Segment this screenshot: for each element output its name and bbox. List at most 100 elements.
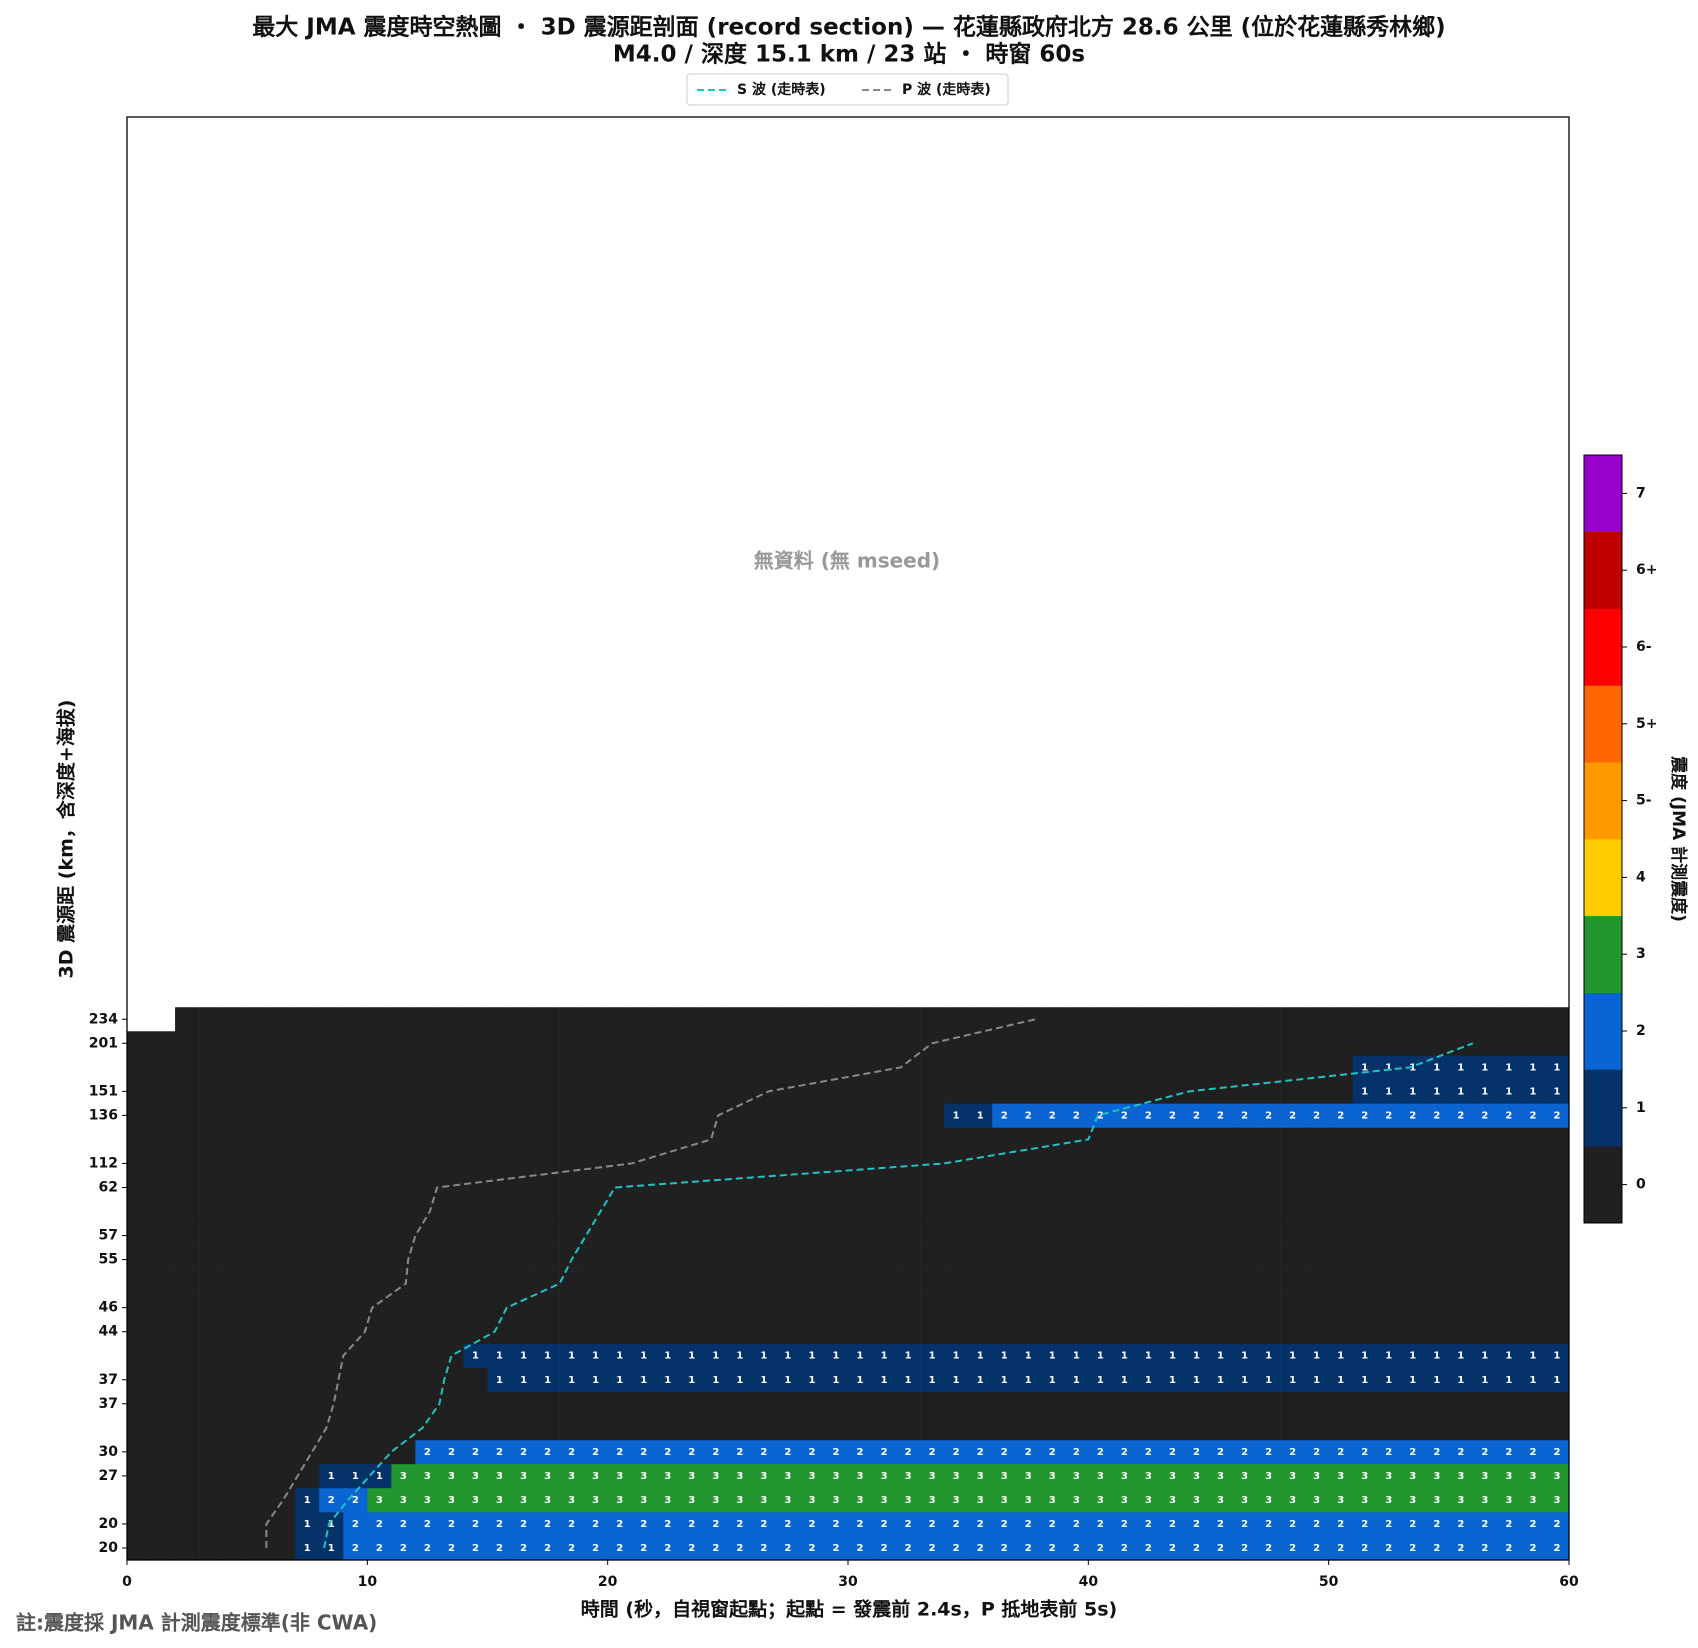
heat-cell — [319, 1079, 344, 1104]
heat-cell — [1184, 1343, 1209, 1369]
heat-cell — [127, 1055, 152, 1080]
heat-cell — [896, 1031, 921, 1056]
cell-label: 2 — [496, 1447, 503, 1458]
cell-label: 1 — [832, 1351, 839, 1362]
heat-cell — [679, 1247, 705, 1272]
heat-cell — [872, 1487, 897, 1513]
heat-cell — [727, 1535, 753, 1561]
heat-cell — [679, 1535, 705, 1561]
heat-cell — [511, 1127, 536, 1152]
heat-cell — [703, 1343, 729, 1369]
cell-label: 2 — [472, 1519, 479, 1530]
heat-cell — [127, 1271, 152, 1296]
heat-cell — [1496, 1103, 1522, 1128]
cell-label: 2 — [712, 1519, 719, 1530]
heat-cell — [727, 1463, 753, 1489]
heat-cell — [1424, 1079, 1450, 1104]
heat-cell — [1424, 1535, 1450, 1561]
heat-cell — [319, 1511, 344, 1537]
heat-cell — [1064, 1151, 1089, 1176]
heat-cell — [823, 1367, 849, 1393]
heat-cell — [1496, 1247, 1522, 1272]
heat-cell — [848, 1055, 873, 1080]
heat-cell — [1352, 1415, 1378, 1441]
heat-cell — [896, 1415, 921, 1441]
heat-cell — [319, 1103, 344, 1128]
heat-cell — [1112, 1007, 1137, 1032]
heat-cell — [1184, 1295, 1209, 1320]
heat-cell — [415, 1175, 440, 1200]
heat-cell — [1208, 1127, 1233, 1152]
cell-label: 1 — [1409, 1062, 1416, 1073]
heat-cell — [439, 1007, 464, 1032]
cell-label: 1 — [736, 1351, 743, 1362]
heat-cell — [1544, 1271, 1570, 1296]
heat-cell — [1520, 1127, 1546, 1152]
heat-cell — [1400, 1079, 1426, 1104]
heat-cell — [799, 1175, 825, 1200]
cell-label: 2 — [1289, 1519, 1296, 1530]
heat-cell — [631, 1127, 657, 1152]
colorbar-segment — [1584, 915, 1622, 993]
heat-cell — [1328, 1391, 1353, 1417]
heat-cell — [223, 1247, 248, 1272]
heat-cell — [1400, 1535, 1426, 1561]
cell-label: 2 — [1001, 1447, 1008, 1458]
heat-cell — [799, 1271, 825, 1296]
heat-cell — [1472, 1415, 1498, 1441]
heat-cell — [823, 1463, 849, 1489]
heat-cell — [1424, 1487, 1450, 1513]
heat-cell — [175, 1127, 200, 1152]
heat-cell — [535, 1415, 560, 1441]
cell-label: 2 — [1049, 1543, 1056, 1554]
heat-cell — [1448, 1391, 1474, 1417]
heat-cell — [1352, 1199, 1378, 1224]
y-tick-label: 46 — [99, 1300, 118, 1316]
heat-cell — [944, 1199, 969, 1224]
heat-cell — [703, 1247, 729, 1272]
heat-cell — [751, 1295, 777, 1320]
heat-cell — [1160, 1511, 1185, 1537]
heat-cell — [247, 1295, 272, 1320]
heat-cell — [631, 1343, 657, 1369]
heat-cell — [1328, 1439, 1353, 1465]
cell-label: 1 — [304, 1519, 311, 1530]
heat-cell — [1136, 1415, 1161, 1441]
cell-label: 2 — [328, 1495, 335, 1506]
legend-label: P 波 (走時表) — [902, 81, 991, 98]
heat-cell — [1448, 1439, 1474, 1465]
heat-cell — [872, 1439, 897, 1465]
heat-cell — [1208, 1031, 1233, 1056]
heat-cell — [1112, 1199, 1137, 1224]
heat-cell — [1184, 1319, 1209, 1344]
cell-label: 1 — [544, 1351, 551, 1362]
heat-cell — [607, 1127, 632, 1152]
cell-label: 1 — [328, 1519, 335, 1530]
heat-cell — [1424, 1319, 1450, 1344]
heat-cell — [1136, 1127, 1161, 1152]
heat-cell — [944, 1247, 969, 1272]
heat-cell — [1520, 1511, 1546, 1537]
heat-cell — [1184, 1175, 1209, 1200]
cell-label: 3 — [1433, 1495, 1440, 1506]
heat-cell — [1304, 1031, 1329, 1056]
heat-cell — [1208, 1295, 1233, 1320]
heat-cell — [127, 1079, 152, 1104]
cell-label: 1 — [1409, 1351, 1416, 1362]
heat-cell — [1088, 1367, 1113, 1393]
colorbar-segment — [1584, 762, 1622, 840]
heat-cell — [920, 1535, 945, 1561]
cell-label: 2 — [568, 1543, 575, 1554]
heat-cell — [631, 1247, 657, 1272]
cell-label: 3 — [784, 1495, 791, 1506]
heat-cell — [463, 1127, 488, 1152]
cell-label: 2 — [1481, 1110, 1488, 1121]
heat-cell — [271, 1079, 296, 1104]
heat-cell — [559, 1175, 584, 1200]
heat-cell — [1304, 1535, 1329, 1561]
heat-cell — [1208, 1367, 1233, 1393]
heat-cell — [1064, 1511, 1089, 1537]
heat-cell — [367, 1367, 392, 1393]
heat-cell — [175, 1463, 200, 1489]
heat-cell — [151, 1103, 176, 1128]
